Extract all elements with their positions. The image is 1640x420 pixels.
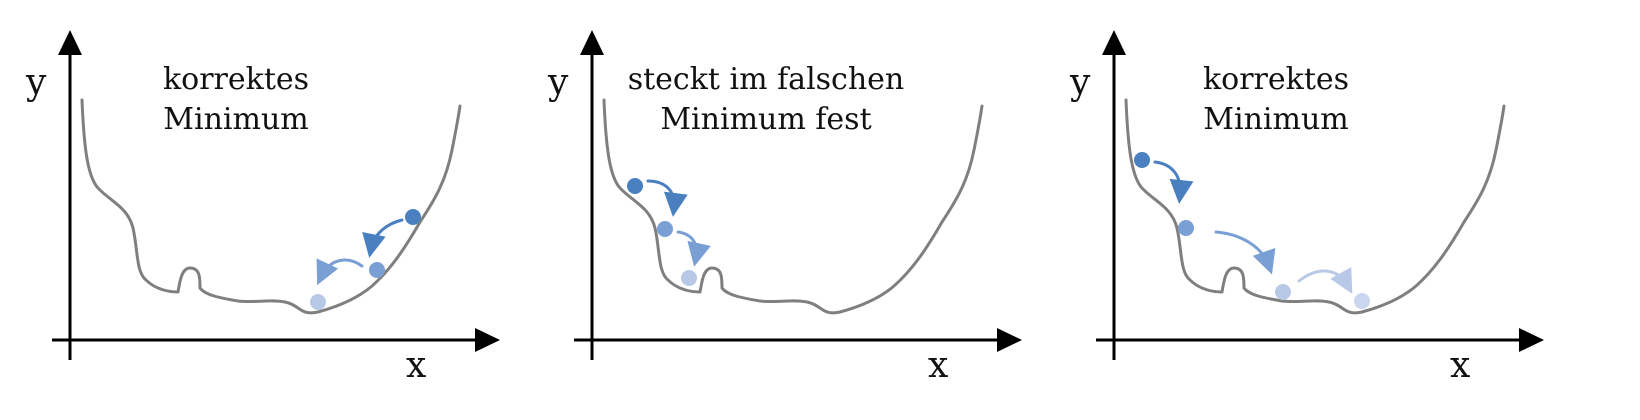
- x-axis-arrowhead: [475, 328, 500, 352]
- panel-3-drawing: [1096, 30, 1544, 360]
- panel-1: y x korrektes Minimum: [0, 0, 546, 420]
- y-axis-label: y: [1070, 62, 1091, 103]
- ball-middle: [657, 221, 673, 237]
- ball-start: [1134, 152, 1150, 168]
- ball-end: [1354, 293, 1370, 309]
- ball-end: [681, 270, 697, 286]
- ball-start: [405, 209, 421, 225]
- loss-curve: [1124, 98, 1506, 315]
- panel-title-line-1: korrektes: [1202, 62, 1350, 97]
- panel-title: korrektes Minimum: [76, 60, 396, 140]
- y-axis-label: y: [548, 62, 569, 103]
- move-arrow-2: [316, 258, 364, 286]
- panel-3: y x korrektes Minimum: [1044, 0, 1590, 420]
- panel-title-line-2: Minimum fest: [660, 102, 872, 137]
- panel-title-line-1: korrektes: [162, 62, 310, 97]
- move-arrow-2: [1214, 230, 1276, 275]
- y-axis-arrowhead: [580, 30, 604, 55]
- x-axis-arrowhead: [1519, 328, 1544, 352]
- ball-start: [627, 178, 643, 194]
- panel-title-line-2: Minimum: [163, 102, 309, 137]
- x-axis-label: x: [1450, 345, 1471, 386]
- y-axis-arrowhead: [58, 30, 82, 55]
- panel-title-line-2: Minimum: [1203, 102, 1349, 137]
- panel-title-line-1: steckt im falschen: [627, 62, 905, 97]
- panel-title: steckt im falschen Minimum fest: [606, 60, 926, 140]
- ball-second: [1178, 220, 1194, 236]
- move-arrow-1: [362, 218, 404, 258]
- x-axis-label: x: [406, 345, 427, 386]
- loss-curve: [80, 98, 462, 315]
- panel-title: korrektes Minimum: [1116, 60, 1436, 140]
- panel-2-drawing: [574, 30, 1022, 360]
- ball-end: [310, 294, 326, 310]
- ball-third: [1275, 284, 1291, 300]
- move-arrow-3: [1297, 267, 1353, 294]
- ball-middle: [369, 262, 385, 278]
- loss-curve: [602, 98, 984, 315]
- x-axis-arrowhead: [997, 328, 1022, 352]
- panel-2: y x steckt im falschen Minimum fest: [522, 0, 1068, 420]
- move-arrow-2: [676, 230, 711, 267]
- y-axis-arrowhead: [1102, 30, 1126, 55]
- panel-1-drawing: [52, 30, 500, 360]
- move-arrow-1: [646, 179, 688, 217]
- move-arrow-1: [1153, 160, 1194, 204]
- y-axis-label: y: [26, 62, 47, 103]
- x-axis-label: x: [928, 345, 949, 386]
